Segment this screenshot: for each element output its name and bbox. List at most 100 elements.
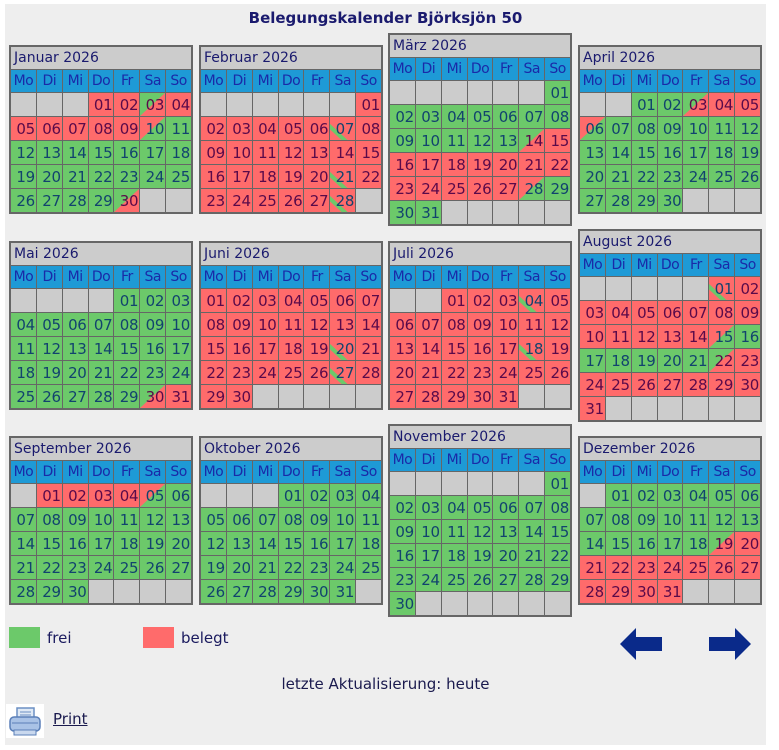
day-cell[interactable]: 19 — [735, 141, 760, 164]
day-cell[interactable]: 28 — [252, 580, 278, 603]
day-cell[interactable]: 05 — [467, 105, 493, 128]
day-cell[interactable]: 27 — [493, 568, 519, 591]
day-cell[interactable]: 16 — [390, 153, 415, 176]
day-cell[interactable]: 24 — [493, 361, 519, 384]
day-cell[interactable]: 26 — [11, 189, 36, 212]
day-cell[interactable]: 14 — [62, 141, 88, 164]
day-cell[interactable]: 20 — [657, 349, 683, 372]
day-cell[interactable]: 28 — [356, 361, 381, 384]
day-cell[interactable]: 25 — [278, 361, 304, 384]
day-cell[interactable]: 23 — [390, 568, 415, 591]
day-cell[interactable]: 05 — [709, 484, 735, 507]
day-cell[interactable]: 04 — [114, 484, 140, 507]
day-cell[interactable]: 28 — [605, 189, 631, 212]
day-cell[interactable]: 15 — [36, 532, 62, 555]
day-cell[interactable]: 16 — [226, 337, 252, 360]
day-cell[interactable]: 25 — [519, 361, 545, 384]
day-cell[interactable]: 17 — [683, 141, 709, 164]
day-cell[interactable]: 11 — [11, 337, 36, 360]
day-cell[interactable]: 27 — [735, 556, 760, 579]
day-cell[interactable]: 16 — [62, 532, 88, 555]
day-cell[interactable]: 18 — [278, 337, 304, 360]
day-cell[interactable]: 19 — [467, 153, 493, 176]
day-cell[interactable]: 16 — [140, 337, 166, 360]
day-cell[interactable]: 27 — [226, 580, 252, 603]
day-cell[interactable]: 12 — [201, 532, 226, 555]
day-cell[interactable]: 19 — [11, 165, 36, 188]
day-cell[interactable]: 08 — [545, 105, 570, 128]
day-cell[interactable]: 17 — [493, 337, 519, 360]
day-cell[interactable]: 05 — [467, 496, 493, 519]
day-cell[interactable]: 10 — [330, 508, 356, 531]
day-cell[interactable]: 08 — [114, 313, 140, 336]
day-cell[interactable]: 24 — [166, 361, 191, 384]
day-cell[interactable]: 29 — [441, 385, 467, 408]
day-cell[interactable]: 25 — [441, 177, 467, 200]
day-cell[interactable]: 19 — [201, 556, 226, 579]
day-cell[interactable]: 25 — [709, 165, 735, 188]
day-cell[interactable]: 30 — [140, 385, 166, 408]
day-cell[interactable]: 22 — [709, 349, 735, 372]
day-cell[interactable]: 08 — [36, 508, 62, 531]
day-cell[interactable]: 03 — [657, 484, 683, 507]
day-cell[interactable]: 18 — [166, 141, 191, 164]
day-cell[interactable]: 09 — [735, 301, 760, 324]
day-cell[interactable]: 25 — [11, 385, 36, 408]
day-cell[interactable]: 27 — [166, 556, 191, 579]
day-cell[interactable]: 27 — [304, 189, 330, 212]
day-cell[interactable]: 27 — [36, 189, 62, 212]
previous-year-button[interactable] — [618, 626, 664, 662]
day-cell[interactable]: 18 — [441, 153, 467, 176]
day-cell[interactable]: 14 — [580, 532, 605, 555]
day-cell[interactable]: 02 — [140, 289, 166, 312]
day-cell[interactable]: 05 — [545, 289, 570, 312]
day-cell[interactable]: 12 — [467, 129, 493, 152]
day-cell[interactable]: 26 — [201, 580, 226, 603]
day-cell[interactable]: 01 — [356, 93, 381, 116]
day-cell[interactable]: 13 — [657, 325, 683, 348]
day-cell[interactable]: 11 — [166, 117, 191, 140]
day-cell[interactable]: 20 — [304, 165, 330, 188]
day-cell[interactable]: 12 — [140, 508, 166, 531]
day-cell[interactable]: 14 — [356, 313, 381, 336]
day-cell[interactable]: 21 — [11, 556, 36, 579]
day-cell[interactable]: 06 — [735, 484, 760, 507]
day-cell[interactable]: 26 — [36, 385, 62, 408]
day-cell[interactable]: 18 — [11, 361, 36, 384]
day-cell[interactable]: 26 — [735, 165, 760, 188]
day-cell[interactable]: 18 — [605, 349, 631, 372]
day-cell[interactable]: 10 — [140, 117, 166, 140]
day-cell[interactable]: 02 — [226, 289, 252, 312]
day-cell[interactable]: 28 — [519, 568, 545, 591]
day-cell[interactable]: 17 — [330, 532, 356, 555]
day-cell[interactable]: 20 — [493, 544, 519, 567]
day-cell[interactable]: 30 — [390, 592, 415, 615]
day-cell[interactable]: 17 — [252, 337, 278, 360]
day-cell[interactable]: 04 — [605, 301, 631, 324]
day-cell[interactable]: 18 — [683, 532, 709, 555]
day-cell[interactable]: 01 — [88, 93, 114, 116]
day-cell[interactable]: 02 — [390, 496, 415, 519]
day-cell[interactable]: 13 — [62, 337, 88, 360]
day-cell[interactable]: 11 — [278, 313, 304, 336]
day-cell[interactable]: 25 — [441, 568, 467, 591]
day-cell[interactable]: 29 — [36, 580, 62, 603]
day-cell[interactable]: 14 — [605, 141, 631, 164]
day-cell[interactable]: 14 — [519, 520, 545, 543]
day-cell[interactable]: 27 — [62, 385, 88, 408]
day-cell[interactable]: 06 — [390, 313, 415, 336]
day-cell[interactable]: 26 — [140, 556, 166, 579]
day-cell[interactable]: 12 — [36, 337, 62, 360]
day-cell[interactable]: 24 — [580, 373, 605, 396]
day-cell[interactable]: 09 — [390, 520, 415, 543]
day-cell[interactable]: 10 — [415, 520, 441, 543]
day-cell[interactable]: 16 — [657, 141, 683, 164]
day-cell[interactable]: 22 — [545, 544, 570, 567]
day-cell[interactable]: 10 — [683, 117, 709, 140]
day-cell[interactable]: 10 — [580, 325, 605, 348]
day-cell[interactable]: 13 — [304, 141, 330, 164]
day-cell[interactable]: 26 — [545, 361, 570, 384]
day-cell[interactable]: 18 — [252, 165, 278, 188]
day-cell[interactable]: 17 — [140, 141, 166, 164]
day-cell[interactable]: 01 — [441, 289, 467, 312]
